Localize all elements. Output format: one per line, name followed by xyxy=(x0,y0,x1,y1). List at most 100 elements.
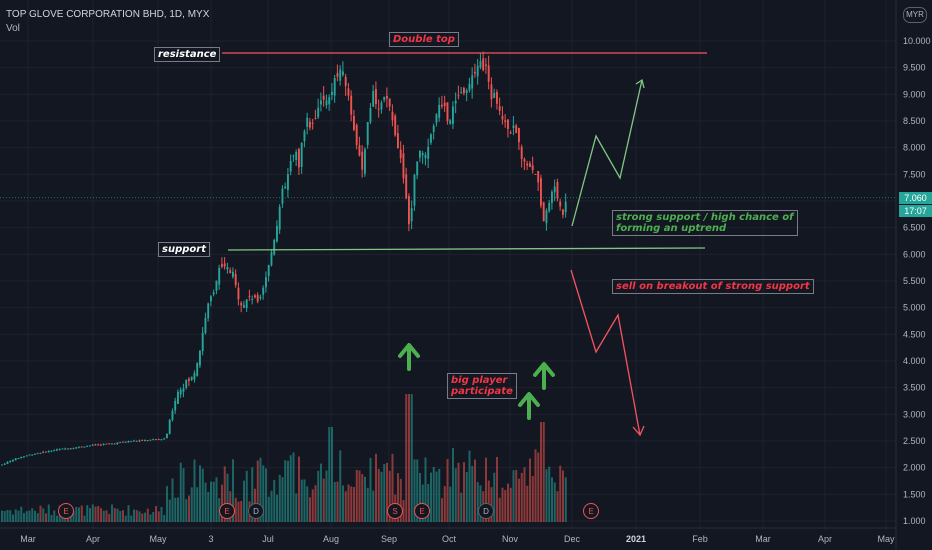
candle-body xyxy=(89,445,91,447)
volume-bar xyxy=(317,470,320,522)
candle-body xyxy=(325,100,328,106)
sell-breakout-note[interactable]: sell on breakout of strong support xyxy=(612,279,814,294)
candle-body xyxy=(259,296,262,299)
volume-bar xyxy=(309,497,311,522)
candle-body xyxy=(333,78,336,96)
candle-body xyxy=(430,134,432,143)
volume-bar xyxy=(386,462,388,522)
volume-bar xyxy=(196,487,199,522)
candle-body xyxy=(416,161,419,176)
candle-body xyxy=(25,455,28,457)
volume-bar xyxy=(179,462,182,522)
volume-bar xyxy=(298,456,300,522)
volume-bar xyxy=(540,422,542,522)
volume-bar xyxy=(452,448,454,522)
volume-bar xyxy=(289,455,292,522)
time-tick-label: May xyxy=(149,534,167,544)
currency-button[interactable]: MYR xyxy=(903,7,927,23)
candle-body xyxy=(80,446,83,448)
volume-bar xyxy=(372,490,375,522)
volume-label: Vol xyxy=(6,23,20,34)
candle-body xyxy=(174,400,177,411)
candle-body xyxy=(69,448,72,450)
candle-body xyxy=(476,65,479,77)
price-tick-label: 4.500 xyxy=(903,329,926,339)
candle-body xyxy=(61,448,64,450)
candle-body xyxy=(438,104,441,118)
candle-body xyxy=(17,458,20,460)
big-player-note[interactable]: big player participate xyxy=(447,373,517,399)
resistance-label[interactable]: resistance xyxy=(154,47,221,62)
candle-body xyxy=(545,210,548,224)
candle-body xyxy=(534,173,537,175)
volume-bar xyxy=(377,469,380,522)
volume-bar xyxy=(498,497,501,522)
volume-bar xyxy=(1,510,3,522)
downtrend-projection xyxy=(570,269,641,436)
volume-bar xyxy=(353,486,355,522)
volume-bar xyxy=(163,514,166,522)
volume-bar xyxy=(212,481,215,522)
volume-bar xyxy=(256,460,259,522)
volume-bar xyxy=(240,500,243,522)
volume-bar xyxy=(446,459,449,522)
volume-bar xyxy=(42,508,45,522)
price-tick-label: 5.000 xyxy=(903,303,926,313)
volume-bar xyxy=(410,394,413,522)
volume-bar xyxy=(53,510,56,522)
volume-bar xyxy=(380,471,383,522)
candle-body xyxy=(386,96,388,99)
price-tick-label: 3.000 xyxy=(903,409,926,419)
candle-body xyxy=(193,373,196,380)
candle-body xyxy=(226,266,229,270)
volume-bar xyxy=(402,499,405,522)
time-tick-label: 3 xyxy=(208,534,213,544)
volume-bar xyxy=(449,486,452,522)
volume-bar xyxy=(34,510,36,522)
candle-body xyxy=(309,121,311,128)
candle-body xyxy=(281,188,284,204)
time-tick-label: Mar xyxy=(755,534,771,544)
volume-bar xyxy=(496,456,498,522)
volume-bar xyxy=(108,513,111,522)
strong-support-note[interactable]: strong support / high chance of forming … xyxy=(612,210,798,236)
volume-bar xyxy=(31,508,34,522)
candle-body xyxy=(168,419,171,434)
candle-body xyxy=(157,439,160,441)
volume-bar xyxy=(430,472,432,522)
candle-body xyxy=(67,448,69,450)
volume-bar xyxy=(36,513,39,522)
volume-bar xyxy=(251,467,254,522)
volume-bar xyxy=(314,485,317,522)
candle-body xyxy=(83,446,86,448)
candle-body xyxy=(284,186,287,189)
candle-body xyxy=(435,114,438,123)
candle-body xyxy=(342,71,344,75)
volume-bar xyxy=(168,499,171,522)
candle-body xyxy=(408,196,410,225)
candle-body xyxy=(353,115,355,130)
double-top-note[interactable]: Double top xyxy=(389,32,459,47)
volume-bar xyxy=(262,465,265,522)
time-tick-label: Dec xyxy=(564,534,581,544)
volume-bar xyxy=(303,479,306,522)
time-tick-label: Aug xyxy=(323,534,339,544)
volume-bar xyxy=(358,470,361,522)
candle-body xyxy=(405,174,408,199)
candle-body xyxy=(91,444,94,446)
volume-bar xyxy=(350,486,353,522)
volume-bar xyxy=(177,497,179,522)
candle-body xyxy=(251,298,254,300)
volume-bar xyxy=(243,480,245,522)
candle-body xyxy=(100,444,102,446)
uptrend-projection xyxy=(571,79,643,227)
candle-body xyxy=(320,100,322,105)
volume-bar xyxy=(207,491,210,522)
volume-bar xyxy=(50,514,53,522)
candle-body xyxy=(496,91,498,104)
volume-bar xyxy=(270,490,273,522)
candle-body xyxy=(113,443,116,445)
support-label[interactable]: support xyxy=(158,242,210,257)
volume-bar xyxy=(306,486,309,522)
